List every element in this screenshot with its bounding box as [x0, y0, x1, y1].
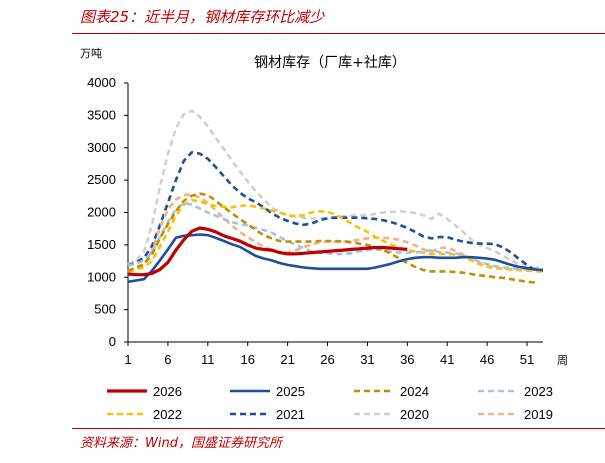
bottom-rule — [72, 428, 605, 429]
x-tick-label: 6 — [164, 352, 171, 367]
legend-label-2019: 2019 — [524, 407, 553, 422]
y-tick-label: 4000 — [87, 75, 116, 90]
source-note: 资料来源：Wind，国盛证券研究所 — [80, 436, 282, 451]
y-axis-unit-label: 万吨 — [80, 47, 102, 60]
legend-label-2020: 2020 — [400, 407, 429, 422]
x-axis-unit-label: 周 — [557, 354, 568, 367]
series-line-2020 — [127, 109, 544, 271]
chart-title: 钢材库存（厂库+社库） — [254, 55, 406, 71]
y-tick-label: 2500 — [87, 172, 116, 187]
figure-caption: 图表25：近半月，钢材库存环比减少 — [80, 8, 325, 26]
y-tick-label: 1500 — [87, 237, 116, 252]
x-tick-label: 46 — [480, 352, 494, 367]
y-tick-label: 1000 — [87, 269, 116, 284]
series-line-2021 — [127, 151, 544, 273]
x-tick-label: 41 — [440, 352, 454, 367]
top-rule — [72, 33, 605, 34]
x-tick-label: 11 — [201, 352, 215, 367]
y-tick-label: 2000 — [87, 205, 116, 220]
x-tick-label: 51 — [520, 352, 534, 367]
x-tick-label: 1 — [124, 352, 131, 367]
x-tick-label: 31 — [360, 352, 374, 367]
legend-label-2023: 2023 — [524, 384, 553, 399]
legend-label-2025: 2025 — [276, 384, 305, 399]
y-tick-label: 0 — [109, 334, 116, 349]
legend-label-2026: 2026 — [153, 384, 182, 399]
legend-label-2021: 2021 — [276, 407, 305, 422]
series-line-2023 — [127, 201, 544, 271]
series-line-2025 — [127, 233, 544, 284]
legend-label-2022: 2022 — [153, 407, 182, 422]
series-line-2022 — [127, 198, 543, 273]
x-tick-label: 26 — [320, 352, 334, 367]
x-tick-label: 36 — [400, 352, 414, 367]
y-tick-label: 500 — [94, 302, 116, 317]
legend-label-2024: 2024 — [400, 384, 429, 399]
x-tick-label: 21 — [280, 352, 294, 367]
y-tick-label: 3000 — [87, 140, 116, 155]
series-line-2026 — [127, 226, 408, 277]
x-tick-label: 16 — [240, 352, 254, 367]
y-tick-label: 3500 — [87, 107, 116, 122]
